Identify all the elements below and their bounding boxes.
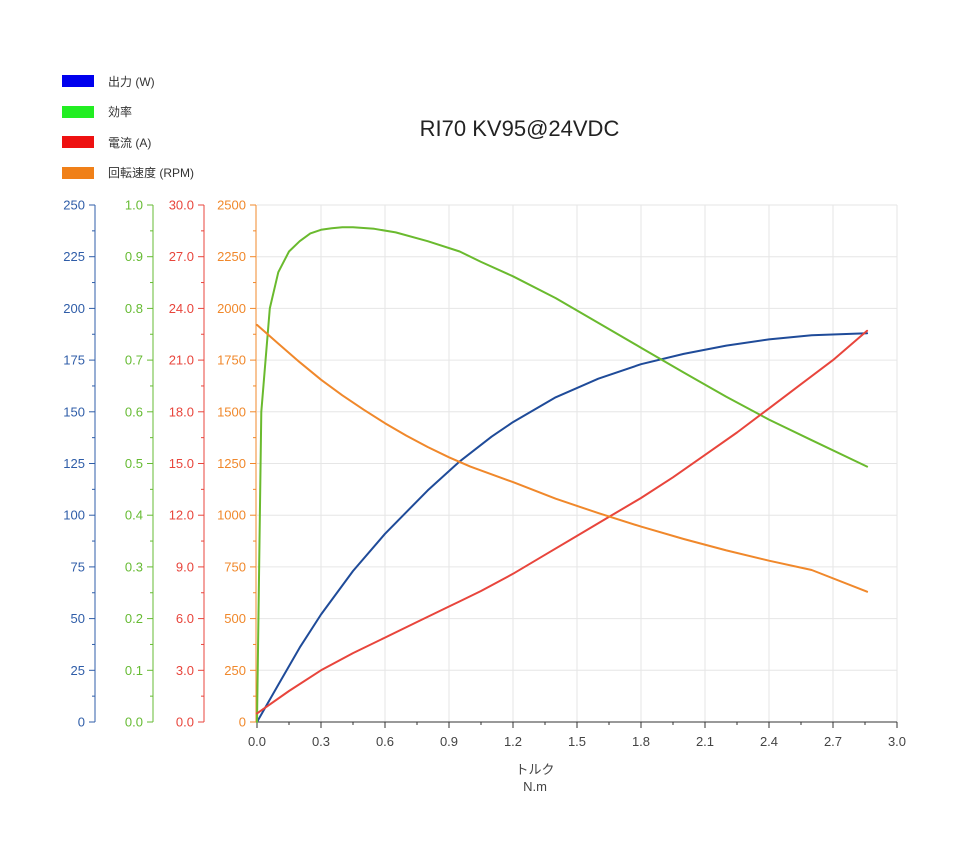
y-tick-label-rpm: 500 [224, 611, 246, 626]
y-tick-label-power: 125 [63, 456, 85, 471]
y-tick-label-current: 12.0 [169, 508, 194, 523]
y-tick-label-rpm: 2500 [217, 198, 246, 213]
y-tick-label-power: 175 [63, 353, 85, 368]
legend-label: 効率 [108, 105, 133, 120]
legend-item-power[interactable]: 出力 (W) [62, 66, 194, 97]
y-tick-label-eff: 0.1 [125, 663, 143, 678]
x-tick-label: 2.1 [696, 734, 714, 749]
y-tick-label-eff: 0.5 [125, 456, 143, 471]
x-tick-label: 0.0 [248, 734, 266, 749]
x-tick-label: 0.6 [376, 734, 394, 749]
y-tick-label-eff: 1.0 [125, 198, 143, 213]
y-tick-label-rpm: 250 [224, 663, 246, 678]
series-line-current [256, 329, 869, 715]
y-tick-label-current: 15.0 [169, 456, 194, 471]
x-tick-label: 3.0 [888, 734, 906, 749]
x-tick-label: 0.3 [312, 734, 330, 749]
y-tick-label-eff: 0.6 [125, 404, 143, 419]
y-tick-label-current: 6.0 [176, 611, 194, 626]
legend-swatch [62, 166, 94, 179]
y-tick-label-power: 225 [63, 249, 85, 264]
x-axis-label: トルク [515, 763, 554, 778]
legend-label: 出力 (W) [108, 74, 155, 89]
y-tick-label-current: 24.0 [169, 301, 194, 316]
legend: 出力 (W) 効率 電流 (A) 回転速度 (RPM) [62, 66, 194, 188]
series-line-rpm [256, 323, 869, 593]
legend-item-efficiency[interactable]: 効率 [62, 97, 194, 128]
y-tick-label-eff: 0.7 [125, 353, 143, 368]
y-tick-label-power: 75 [71, 559, 85, 574]
legend-swatch [62, 75, 94, 88]
y-tick-label-eff: 0.4 [125, 508, 143, 523]
y-tick-label-rpm: 0 [239, 715, 246, 730]
y-tick-label-power: 200 [63, 301, 85, 316]
y-tick-label-current: 18.0 [169, 404, 194, 419]
series-line-power [256, 332, 869, 723]
x-axis-unit: N.m [523, 779, 547, 794]
y-tick-label-current: 3.0 [176, 663, 194, 678]
y-tick-label-eff: 0.3 [125, 559, 143, 574]
legend-label: 回転速度 (RPM) [108, 166, 194, 181]
y-tick-label-power: 100 [63, 508, 85, 523]
legend-label: 電流 (A) [108, 135, 152, 150]
y-tick-label-eff: 0.0 [125, 715, 143, 730]
y-tick-label-power: 50 [71, 611, 85, 626]
y-tick-label-rpm: 1500 [217, 404, 246, 419]
x-tick-label: 1.8 [632, 734, 650, 749]
y-tick-label-power: 150 [63, 404, 85, 419]
legend-item-rpm[interactable]: 回転速度 (RPM) [62, 158, 194, 189]
y-tick-label-rpm: 2000 [217, 301, 246, 316]
x-tick-label: 1.5 [568, 734, 586, 749]
y-tick-label-power: 25 [71, 663, 85, 678]
y-tick-label-eff: 0.8 [125, 301, 143, 316]
y-tick-label-rpm: 1000 [217, 508, 246, 523]
x-tick-label: 2.7 [824, 734, 842, 749]
y-tick-label-current: 30.0 [169, 198, 194, 213]
y-tick-label-current: 0.0 [176, 715, 194, 730]
x-tick-label: 0.9 [440, 734, 458, 749]
y-tick-label-rpm: 750 [224, 559, 246, 574]
y-tick-label-rpm: 1750 [217, 353, 246, 368]
y-tick-label-eff: 0.9 [125, 249, 143, 264]
legend-swatch [62, 105, 94, 118]
y-tick-label-eff: 0.2 [125, 611, 143, 626]
y-tick-label-current: 27.0 [169, 249, 194, 264]
y-tick-label-rpm: 2250 [217, 249, 246, 264]
x-tick-label: 2.4 [760, 734, 778, 749]
y-tick-label-current: 21.0 [169, 353, 194, 368]
y-tick-label-rpm: 1250 [217, 456, 246, 471]
y-tick-label-power: 0 [78, 715, 85, 730]
chart-title: RI70 KV95@24VDC [419, 116, 620, 141]
y-tick-label-power: 250 [63, 198, 85, 213]
legend-swatch [62, 136, 94, 149]
x-tick-label: 1.2 [504, 734, 522, 749]
series-line-eff [256, 226, 869, 723]
y-tick-label-current: 9.0 [176, 559, 194, 574]
legend-item-current[interactable]: 電流 (A) [62, 127, 194, 158]
